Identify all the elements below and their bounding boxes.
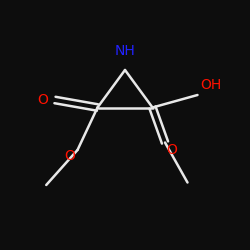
Text: O: O [64,149,76,163]
Text: NH: NH [114,44,136,58]
Text: O: O [37,93,48,107]
Text: O: O [166,143,177,157]
Text: OH: OH [200,78,222,92]
